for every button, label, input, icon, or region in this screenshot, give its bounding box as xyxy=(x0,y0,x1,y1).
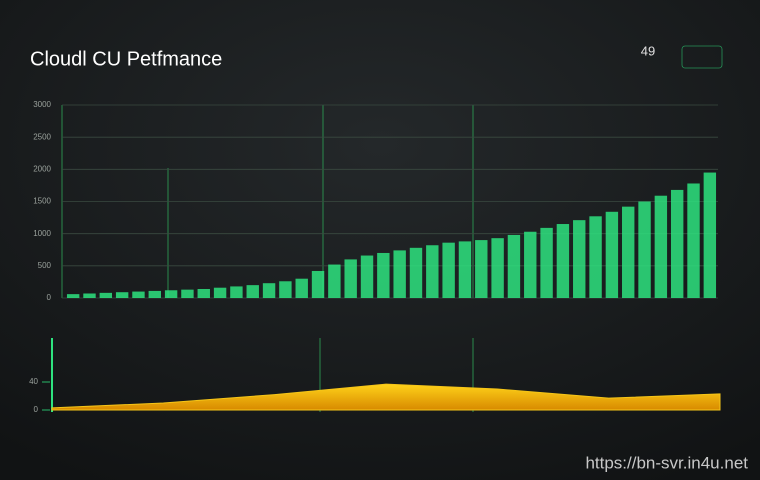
bar xyxy=(703,172,717,298)
bar xyxy=(66,294,80,298)
bar xyxy=(507,234,521,298)
bar xyxy=(426,245,439,298)
bar xyxy=(360,255,374,298)
area xyxy=(51,383,721,411)
watermark: https://bn-svr.in4u.net xyxy=(585,453,748,472)
bar xyxy=(99,292,113,298)
bar xyxy=(540,227,553,298)
bar xyxy=(442,242,455,298)
bar xyxy=(524,231,537,298)
bar xyxy=(491,238,504,298)
bar xyxy=(638,201,651,298)
bar xyxy=(344,259,357,298)
bar xyxy=(328,264,341,298)
bar xyxy=(246,285,259,298)
y-tick-label: 2500 xyxy=(33,132,51,141)
bar xyxy=(458,241,472,298)
bar xyxy=(475,240,488,298)
bar xyxy=(622,206,635,298)
y-tick-label: 500 xyxy=(38,261,52,270)
bar xyxy=(377,252,390,298)
bar xyxy=(197,288,210,298)
corner-badge xyxy=(681,45,723,69)
bar xyxy=(115,292,129,298)
bar xyxy=(670,189,684,298)
bar xyxy=(132,291,145,298)
bar xyxy=(262,283,276,298)
bar xyxy=(556,224,570,298)
chart-title: Cloudl CU Petfmance xyxy=(30,48,222,70)
bar xyxy=(83,293,96,298)
bar xyxy=(164,290,178,298)
y-tick-label: 2000 xyxy=(33,164,51,173)
y-tick-label: 40 xyxy=(29,377,38,386)
bar xyxy=(589,216,602,298)
y-tick-label: 0 xyxy=(47,293,52,302)
bar xyxy=(605,211,619,298)
bar xyxy=(181,289,194,298)
bar xyxy=(311,270,325,298)
bar xyxy=(230,286,243,298)
bar xyxy=(393,250,406,298)
bar xyxy=(295,278,308,298)
y-tick-label: 0 xyxy=(34,405,39,414)
bar xyxy=(654,195,668,298)
y-tick-label: 1500 xyxy=(33,197,51,206)
bar xyxy=(687,183,700,298)
bar xyxy=(279,281,292,298)
corner-label: 49 xyxy=(641,43,655,58)
y-tick-label: 1000 xyxy=(33,229,51,238)
bar xyxy=(573,220,586,298)
bar xyxy=(409,247,423,298)
y-tick-label: 3000 xyxy=(33,100,51,109)
bar xyxy=(213,287,227,298)
bar xyxy=(148,290,161,298)
